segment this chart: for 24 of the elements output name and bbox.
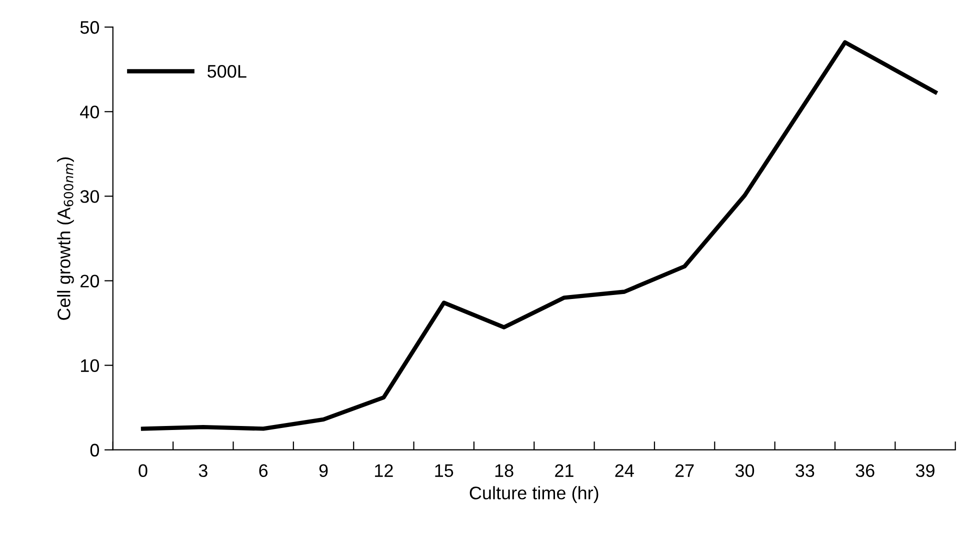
y-tick-label: 10 xyxy=(81,359,100,372)
x-tick-label: 39 xyxy=(916,464,934,478)
y-axis-title: Cell growth (A$_{600nm}$) xyxy=(57,157,74,320)
x-tick-label: 12 xyxy=(375,464,393,477)
x-tick-label: 30 xyxy=(735,464,754,478)
y-tick-label: 30 xyxy=(80,190,100,203)
x-tick-label: 9 xyxy=(319,464,328,478)
x-tick-label: 3 xyxy=(198,464,208,478)
y-tick-label: 50 xyxy=(80,21,100,34)
x-tick-label: 18 xyxy=(495,464,514,478)
x-tick-label: 27 xyxy=(675,464,694,477)
x-tick-label: 15 xyxy=(435,464,454,478)
x-tick-label: 6 xyxy=(259,464,268,478)
x-tick-label: 36 xyxy=(856,464,874,478)
x-tick-label: 21 xyxy=(555,464,574,477)
legend-label: 500L xyxy=(208,64,246,78)
x-tick-label: 24 xyxy=(615,464,634,477)
y-tick-label: 40 xyxy=(80,106,100,118)
y-tick-label: 20 xyxy=(80,274,100,288)
line-series xyxy=(140,40,938,431)
x-axis-title: Culture time (hr) xyxy=(470,486,598,503)
x-tick-label: 33 xyxy=(796,464,814,478)
x-tick-label: 0 xyxy=(138,464,148,478)
y-tick-label: 0 xyxy=(90,444,100,457)
